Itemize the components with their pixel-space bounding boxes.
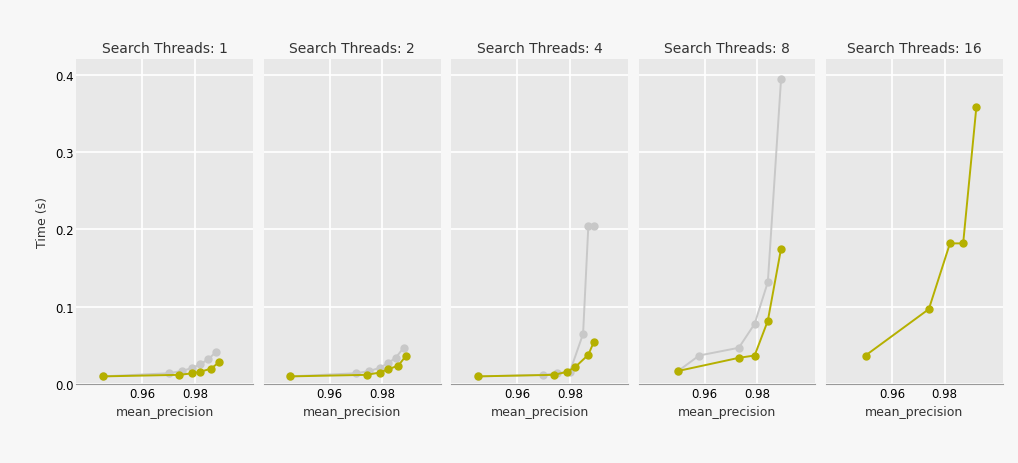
X-axis label: mean_precision: mean_precision bbox=[116, 406, 214, 419]
Title: Search Threads: 4: Search Threads: 4 bbox=[476, 42, 603, 56]
Title: Search Threads: 1: Search Threads: 1 bbox=[102, 42, 228, 56]
Y-axis label: Time (s): Time (s) bbox=[37, 197, 50, 248]
X-axis label: mean_precision: mean_precision bbox=[678, 406, 776, 419]
Title: Search Threads: 2: Search Threads: 2 bbox=[289, 42, 415, 56]
Title: Search Threads: 16: Search Threads: 16 bbox=[847, 42, 981, 56]
X-axis label: mean_precision: mean_precision bbox=[865, 406, 963, 419]
Title: Search Threads: 8: Search Threads: 8 bbox=[664, 42, 790, 56]
X-axis label: mean_precision: mean_precision bbox=[491, 406, 588, 419]
X-axis label: mean_precision: mean_precision bbox=[303, 406, 401, 419]
